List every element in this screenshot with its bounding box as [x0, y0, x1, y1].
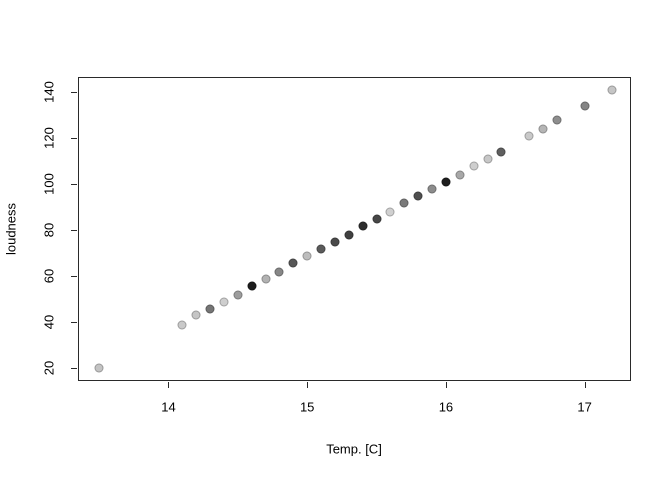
y-tick-label: 120 — [41, 127, 57, 150]
x-axis-label: Temp. [C] — [326, 441, 382, 457]
x-tick-label: 16 — [438, 399, 454, 415]
y-axis-label: loudness — [3, 202, 19, 256]
x-tick-mark — [307, 382, 309, 388]
data-point — [205, 304, 215, 314]
y-tick-label: 100 — [41, 173, 57, 196]
data-point — [233, 290, 243, 300]
data-point — [316, 244, 326, 254]
x-tick-mark — [584, 382, 586, 388]
y-tick-label: 20 — [41, 361, 57, 376]
data-point — [274, 267, 284, 277]
data-point — [552, 115, 562, 125]
y-tick-mark — [71, 322, 77, 324]
data-point — [399, 198, 409, 208]
data-point — [288, 258, 298, 268]
data-point — [247, 281, 257, 291]
y-tick-label: 140 — [41, 81, 57, 104]
y-tick-mark — [71, 92, 77, 94]
y-tick-mark — [71, 368, 77, 370]
data-point — [344, 230, 354, 240]
y-tick-mark — [71, 230, 77, 232]
data-point — [580, 101, 590, 111]
y-tick-label: 40 — [41, 315, 57, 330]
x-tick-label: 14 — [161, 399, 176, 415]
y-tick-label: 80 — [41, 223, 57, 238]
x-tick-mark — [168, 382, 170, 388]
data-point — [385, 207, 395, 217]
data-point — [496, 147, 506, 157]
x-tick-label: 17 — [577, 399, 592, 415]
data-point — [483, 154, 493, 164]
x-tick-mark — [445, 382, 447, 388]
y-tick-label: 60 — [41, 269, 57, 284]
data-point — [538, 124, 548, 134]
data-point — [219, 297, 229, 307]
data-point — [455, 170, 465, 180]
plot-area — [78, 77, 631, 381]
data-point — [607, 85, 617, 95]
x-tick-label: 15 — [299, 399, 315, 415]
data-point — [427, 184, 437, 194]
data-point — [302, 251, 312, 261]
y-tick-mark — [71, 184, 77, 186]
data-point — [94, 363, 104, 373]
data-point — [372, 214, 382, 224]
y-tick-mark — [71, 276, 77, 278]
data-point — [177, 320, 187, 330]
data-point — [469, 161, 479, 171]
y-tick-mark — [71, 138, 77, 140]
data-point — [441, 177, 451, 187]
data-point — [413, 191, 423, 201]
data-point — [261, 274, 271, 284]
data-point — [524, 131, 534, 141]
data-point — [191, 310, 201, 320]
data-point — [358, 221, 368, 231]
data-point — [330, 237, 340, 247]
